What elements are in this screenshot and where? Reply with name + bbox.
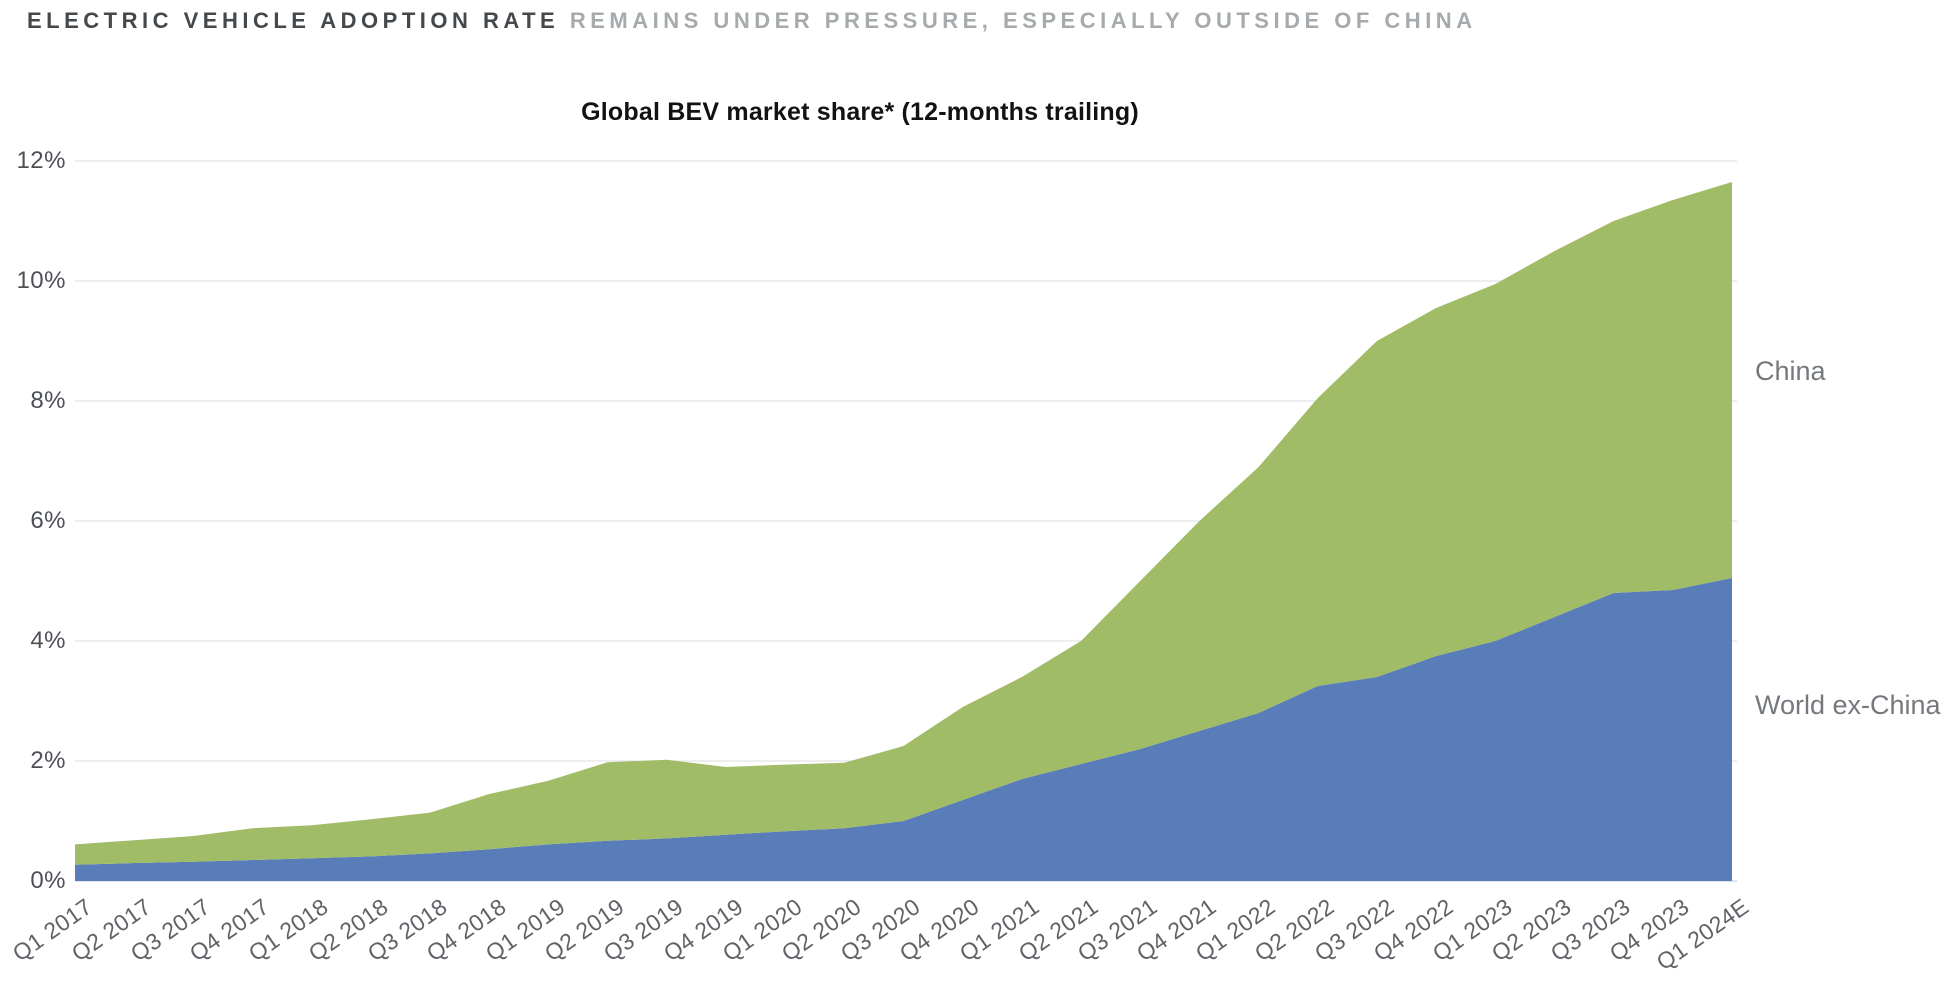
y-axis-label-12: 12% [16, 147, 66, 174]
y-axis-label-4: 4% [30, 627, 66, 654]
y-axis-label-2: 2% [30, 747, 66, 774]
chart-title: Global BEV market share* (12-months trai… [581, 98, 1139, 126]
y-axis-label-8: 8% [30, 387, 66, 414]
area-china [75, 182, 1732, 865]
y-axis-label-10: 10% [16, 267, 66, 294]
slide-headline: ELECTRIC VEHICLE ADOPTION RATE REMAINS U… [27, 8, 1477, 34]
series-label-china: China [1755, 356, 1826, 386]
series-label-world-ex-china: World ex-China [1755, 690, 1941, 720]
headline-emphasis: ELECTRIC VEHICLE ADOPTION RATE [27, 8, 560, 33]
y-axis-label-6: 6% [30, 507, 66, 534]
y-axis-label-0: 0% [30, 867, 66, 894]
area-world-ex-china [75, 578, 1732, 881]
headline-rest: REMAINS UNDER PRESSURE, ESPECIALLY OUTSI… [569, 8, 1477, 33]
